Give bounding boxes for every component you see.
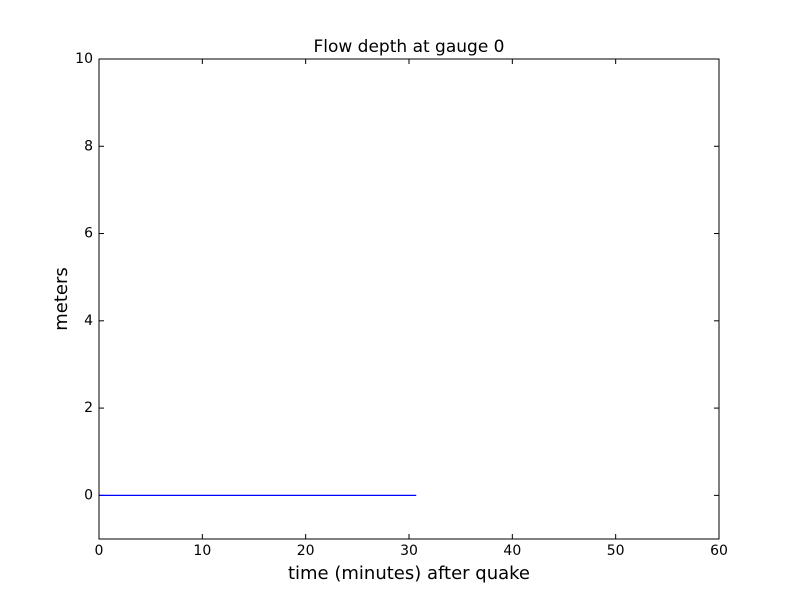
chart-title: Flow depth at gauge 0 — [313, 37, 504, 57]
x-axis-label: time (minutes) after quake — [288, 563, 530, 584]
y-tick-label: 2 — [84, 400, 93, 416]
x-tick-label: 30 — [400, 543, 418, 559]
x-tick-label: 10 — [193, 543, 211, 559]
plot-frame — [98, 58, 720, 540]
y-tick-label: 8 — [84, 138, 93, 154]
x-tick-label: 60 — [710, 543, 728, 559]
x-tick-label: 40 — [503, 543, 521, 559]
y-tick-label: 6 — [84, 226, 93, 242]
y-axis-label: meters — [51, 267, 72, 331]
y-tick-label: 10 — [75, 51, 93, 67]
y-tick-label: 0 — [84, 487, 93, 503]
y-tick-label: 4 — [84, 313, 93, 329]
x-tick-label: 50 — [607, 543, 625, 559]
x-tick-label: 0 — [95, 543, 104, 559]
x-tick-label: 20 — [297, 543, 315, 559]
